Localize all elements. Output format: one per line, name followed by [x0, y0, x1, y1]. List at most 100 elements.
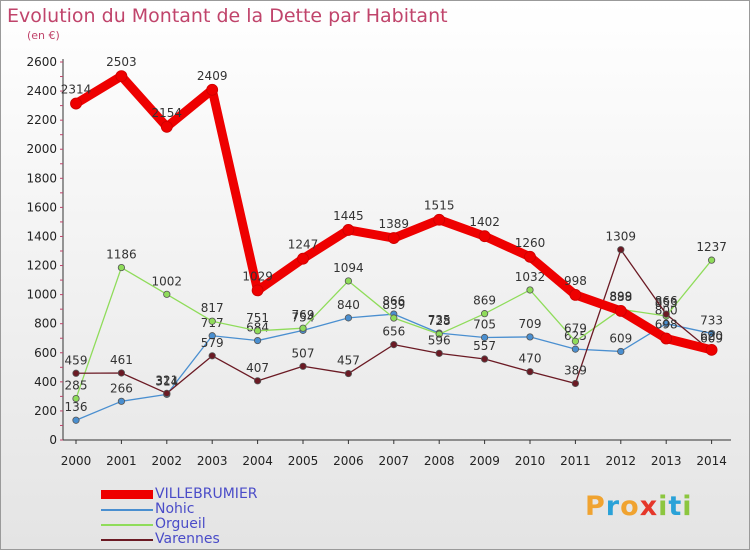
chart-subtitle: (en €): [27, 29, 60, 42]
data-label-nohic: 866: [382, 294, 405, 308]
data-label-varennes: 507: [292, 346, 315, 360]
y-tick-label: 600: [34, 346, 57, 360]
data-label-villebrumier: 1445: [333, 209, 364, 223]
data-point-varennes: [117, 369, 126, 377]
data-point-villebrumier: [342, 224, 355, 236]
data-point-orgueil: [390, 314, 398, 322]
data-label-varennes: 389: [564, 363, 587, 377]
data-point-villebrumier: [251, 284, 264, 297]
data-point-villebrumier: [478, 230, 491, 243]
data-label-nohic: 709: [519, 317, 542, 331]
data-point-villebrumier: [206, 83, 219, 96]
y-tick-label: 200: [34, 404, 57, 418]
data-label-varennes: 470: [519, 352, 542, 366]
data-point-varennes: [208, 352, 216, 360]
data-label-orgueil: 751: [246, 311, 269, 325]
data-label-varennes: 407: [246, 361, 269, 375]
x-tick-label: 2005: [288, 454, 319, 468]
x-tick-label: 2001: [106, 454, 137, 468]
legend-label: Varennes: [155, 531, 220, 547]
data-point-varennes: [662, 310, 670, 318]
logo-letter: t: [668, 491, 683, 522]
data-label-villebrumier: 698: [655, 318, 678, 332]
data-label-nohic: 733: [700, 313, 723, 327]
data-point-villebrumier: [614, 304, 627, 317]
data-point-nohic: [208, 332, 216, 340]
data-label-varennes: 579: [201, 336, 224, 350]
x-tick-label: 2006: [333, 454, 364, 468]
data-point-nohic: [526, 333, 534, 341]
y-tick-label: 1800: [26, 171, 57, 185]
data-point-nohic: [344, 314, 352, 322]
data-point-orgueil: [72, 394, 80, 403]
data-label-orgueil: 1094: [333, 261, 364, 275]
data-point-varennes: [435, 349, 443, 357]
x-tick-label: 2004: [242, 454, 273, 468]
data-label-varennes: 1309: [606, 230, 637, 244]
data-point-orgueil: [435, 330, 443, 338]
data-point-orgueil: [163, 290, 171, 298]
data-label-varennes: 459: [65, 353, 88, 367]
x-tick-label: 2000: [61, 454, 92, 468]
data-point-nohic: [254, 336, 262, 345]
data-label-orgueil: 839: [382, 298, 405, 312]
data-label-orgueil: 1032: [515, 270, 546, 284]
x-tick-label: 2002: [152, 454, 183, 468]
y-tick-label: 800: [34, 317, 57, 331]
data-label-orgueil: 869: [473, 294, 496, 308]
data-point-villebrumier: [160, 120, 173, 133]
data-label-villebrumier: 1260: [515, 236, 546, 250]
legend: VILLEBRUMIER Nohic Orgueil Varennes: [101, 487, 258, 547]
data-label-villebrumier: 1515: [424, 199, 455, 213]
data-label-orgueil: 1002: [152, 274, 183, 288]
legend-item-villebrumier: VILLEBRUMIER: [101, 487, 258, 502]
data-label-villebrumier: 2503: [106, 55, 137, 69]
data-point-varennes: [163, 389, 171, 397]
data-point-nohic: [117, 397, 126, 405]
y-tick-label: 2400: [26, 84, 57, 98]
data-point-villebrumier: [524, 250, 536, 263]
data-label-orgueil: 1186: [106, 248, 137, 262]
x-tick-label: 2012: [606, 454, 637, 468]
data-point-villebrumier: [433, 213, 446, 226]
data-label-orgueil: 728: [428, 314, 451, 328]
data-point-villebrumier: [115, 70, 128, 83]
data-point-varennes: [390, 341, 398, 349]
legend-swatch: [101, 538, 153, 541]
data-label-villebrumier: 1389: [379, 217, 410, 231]
data-label-varennes: 596: [428, 333, 451, 347]
data-point-varennes: [480, 355, 489, 363]
data-label-orgueil: 817: [201, 301, 224, 315]
y-tick-label: 2200: [26, 113, 57, 127]
data-point-orgueil: [344, 277, 352, 285]
data-label-varennes: 461: [110, 353, 133, 367]
legend-swatch: [101, 490, 153, 499]
x-tick-label: 2013: [651, 454, 682, 468]
data-point-villebrumier: [297, 252, 309, 265]
legend-label: VILLEBRUMIER: [155, 486, 258, 502]
x-tick-label: 2003: [197, 454, 228, 468]
logo-letter: P: [585, 491, 606, 522]
data-point-nohic: [571, 345, 580, 353]
legend-swatch: [101, 523, 153, 526]
data-point-villebrumier: [569, 289, 582, 301]
data-point-orgueil: [299, 324, 307, 332]
data-label-orgueil: 899: [609, 289, 632, 303]
data-label-nohic: 609: [609, 331, 632, 345]
data-label-varennes: 321: [155, 373, 178, 387]
data-label-varennes: 656: [382, 325, 405, 339]
data-point-orgueil: [117, 263, 126, 272]
x-tick-label: 2007: [379, 454, 410, 468]
y-tick-label: 1000: [26, 288, 57, 302]
data-label-varennes: 457: [337, 354, 360, 368]
data-point-orgueil: [707, 256, 716, 264]
data-label-nohic: 840: [337, 298, 360, 312]
data-label-varennes: 557: [473, 339, 496, 353]
logo-letter: x: [639, 491, 659, 522]
y-tick-label: 400: [34, 375, 57, 389]
data-point-nohic: [617, 347, 625, 356]
data-point-orgueil: [208, 317, 216, 325]
data-point-nohic: [707, 329, 716, 338]
